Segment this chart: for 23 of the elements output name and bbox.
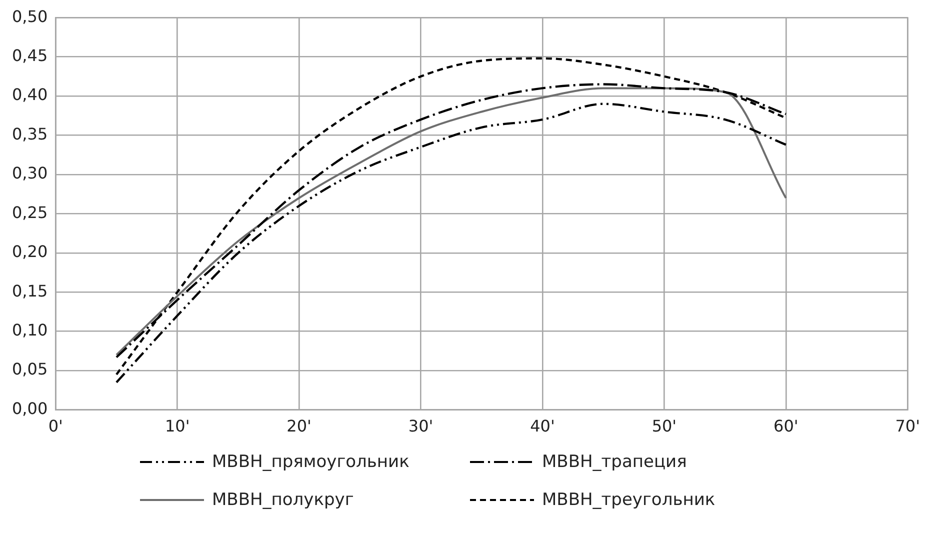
y-tick-label: 0,25 — [12, 202, 48, 222]
y-tick-label: 0,10 — [12, 320, 48, 340]
y-tick-label: 0,20 — [12, 242, 48, 262]
x-tick-label: 20' — [286, 416, 312, 436]
y-tick-label: 0,40 — [12, 85, 48, 104]
y-tick-label: 0,00 — [12, 398, 48, 418]
y-tick-label: 0,35 — [12, 124, 48, 144]
legend-label: МВВН_полукруг — [212, 490, 354, 510]
y-tick-label: 0,05 — [12, 360, 48, 379]
x-tick-label: 10' — [164, 416, 190, 436]
y-tick-label: 0,45 — [12, 46, 48, 65]
y-tick-label: 0,30 — [12, 164, 48, 183]
y-tick-label: 0,50 — [12, 6, 48, 26]
x-tick-label: 70' — [895, 416, 920, 436]
legend-label: МВВН_треугольник — [542, 490, 716, 510]
y-tick-label: 0,15 — [12, 281, 48, 300]
x-tick-label: 40' — [530, 416, 555, 436]
x-tick-label: 0' — [48, 416, 63, 436]
x-tick-label: 30' — [408, 416, 434, 436]
x-tick-label: 50' — [652, 416, 677, 436]
legend-label: МВВН_прямоугольник — [212, 452, 410, 472]
x-tick-label: 60' — [774, 416, 798, 436]
legend-label: МВВН_трапеция — [542, 452, 687, 472]
